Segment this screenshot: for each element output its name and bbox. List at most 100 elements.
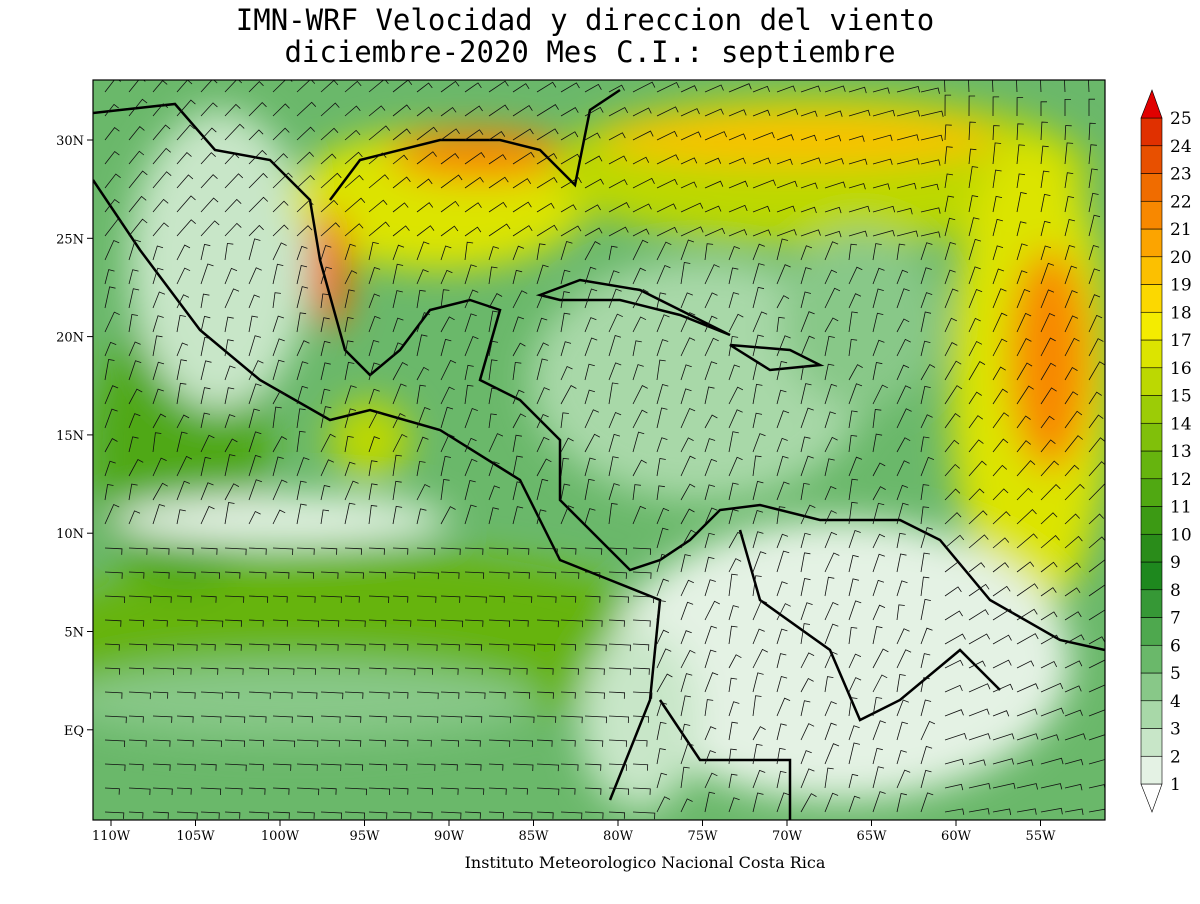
wind-barb [128, 811, 144, 819]
wind-barb [128, 458, 144, 477]
wind-barb [824, 335, 835, 357]
wind-barb [704, 292, 718, 309]
wind-barb [248, 224, 264, 237]
colorbar-label: 25 [1170, 109, 1192, 129]
wind-barb [632, 547, 652, 555]
wind-barb [152, 691, 169, 699]
wind-barb [800, 85, 821, 93]
wind-barb [416, 126, 438, 141]
wind-barb [728, 721, 738, 741]
wind-barb [584, 409, 599, 429]
y-tick-label: 5N [64, 626, 84, 641]
x-tick-label: 60W [941, 829, 972, 844]
wind-barb [728, 83, 752, 93]
wind-barb [680, 202, 704, 213]
wind-barb [416, 787, 434, 795]
wind-barb [368, 667, 387, 675]
wind-barb [104, 739, 126, 748]
wind-barb [872, 205, 896, 213]
wind-barb [1088, 759, 1105, 765]
wind-barb [848, 410, 858, 429]
wind-barb [872, 312, 884, 333]
wind-barb [296, 547, 315, 555]
wind-barb [464, 289, 479, 309]
wind-barb [992, 245, 1004, 261]
wind-barb [224, 339, 234, 357]
wind-barb [800, 768, 815, 789]
wind-barb [104, 150, 120, 165]
wind-barb [896, 243, 906, 261]
wind-barb [584, 227, 603, 237]
wind-barb [176, 267, 191, 285]
wind-barb [728, 386, 744, 405]
wind-barb [680, 407, 696, 429]
wind-barb [1016, 192, 1027, 213]
wind-barb [1064, 391, 1079, 405]
wind-barb [344, 715, 362, 723]
wind-barb [152, 667, 175, 676]
wind-barb [488, 643, 510, 652]
y-tick-label: 10N [56, 527, 84, 542]
wind-barb [368, 174, 390, 189]
wind-barb [1040, 512, 1058, 525]
wind-barb [536, 128, 559, 141]
wind-barb [656, 458, 666, 477]
wind-barb [320, 102, 340, 117]
wind-barb [584, 363, 595, 381]
wind-barb [752, 263, 765, 285]
wind-barb [1016, 243, 1028, 261]
wind-barb [152, 413, 167, 429]
wind-barb [224, 643, 242, 651]
wind-barb [464, 264, 477, 285]
wind-barb [296, 691, 318, 700]
wind-barb [1040, 707, 1064, 717]
wind-barb [800, 182, 818, 189]
wind-barb [176, 359, 187, 381]
wind-barb [440, 245, 452, 261]
wind-barb [248, 431, 262, 453]
wind-barb [344, 691, 364, 699]
wind-barb [800, 311, 815, 333]
wind-barb [392, 811, 412, 819]
wind-barb [1040, 220, 1051, 237]
wind-barb [512, 643, 536, 652]
wind-barb [176, 314, 186, 333]
wind-barb [104, 198, 120, 213]
wind-barb [872, 674, 888, 693]
wind-barb [848, 773, 859, 789]
wind-barb [680, 181, 697, 189]
wind-barb [1016, 583, 1039, 597]
wind-barb [968, 759, 986, 766]
wind-barb [392, 547, 409, 555]
wind-barb [536, 317, 548, 333]
x-tick-label: 85W [519, 829, 550, 844]
wind-barb [728, 605, 740, 621]
wind-barb [896, 793, 907, 813]
wind-barb [152, 811, 169, 819]
wind-barb [1088, 338, 1104, 357]
wind-barb [632, 409, 648, 429]
wind-barb [368, 241, 379, 261]
wind-barb [248, 739, 265, 747]
wind-barb [128, 787, 151, 796]
wind-barb [800, 552, 811, 573]
colorbar-label: 7 [1170, 609, 1181, 629]
wind-barb [1040, 121, 1048, 141]
wind-barb [680, 723, 691, 741]
wind-barb [464, 763, 482, 771]
wind-barb [248, 129, 264, 141]
wind-barb [464, 313, 477, 333]
wind-barb [176, 787, 192, 795]
wind-barb [560, 643, 577, 651]
wind-barb [680, 262, 691, 285]
wind-barb [152, 547, 170, 555]
wind-barb [920, 792, 934, 813]
wind-barb [104, 763, 126, 772]
wind-barb [848, 578, 859, 597]
wind-barb [752, 157, 771, 165]
wind-barb [440, 691, 460, 699]
wind-barb [704, 84, 724, 93]
wind-barb [536, 202, 555, 213]
wind-barb [992, 388, 1008, 405]
wind-barb [440, 289, 450, 309]
